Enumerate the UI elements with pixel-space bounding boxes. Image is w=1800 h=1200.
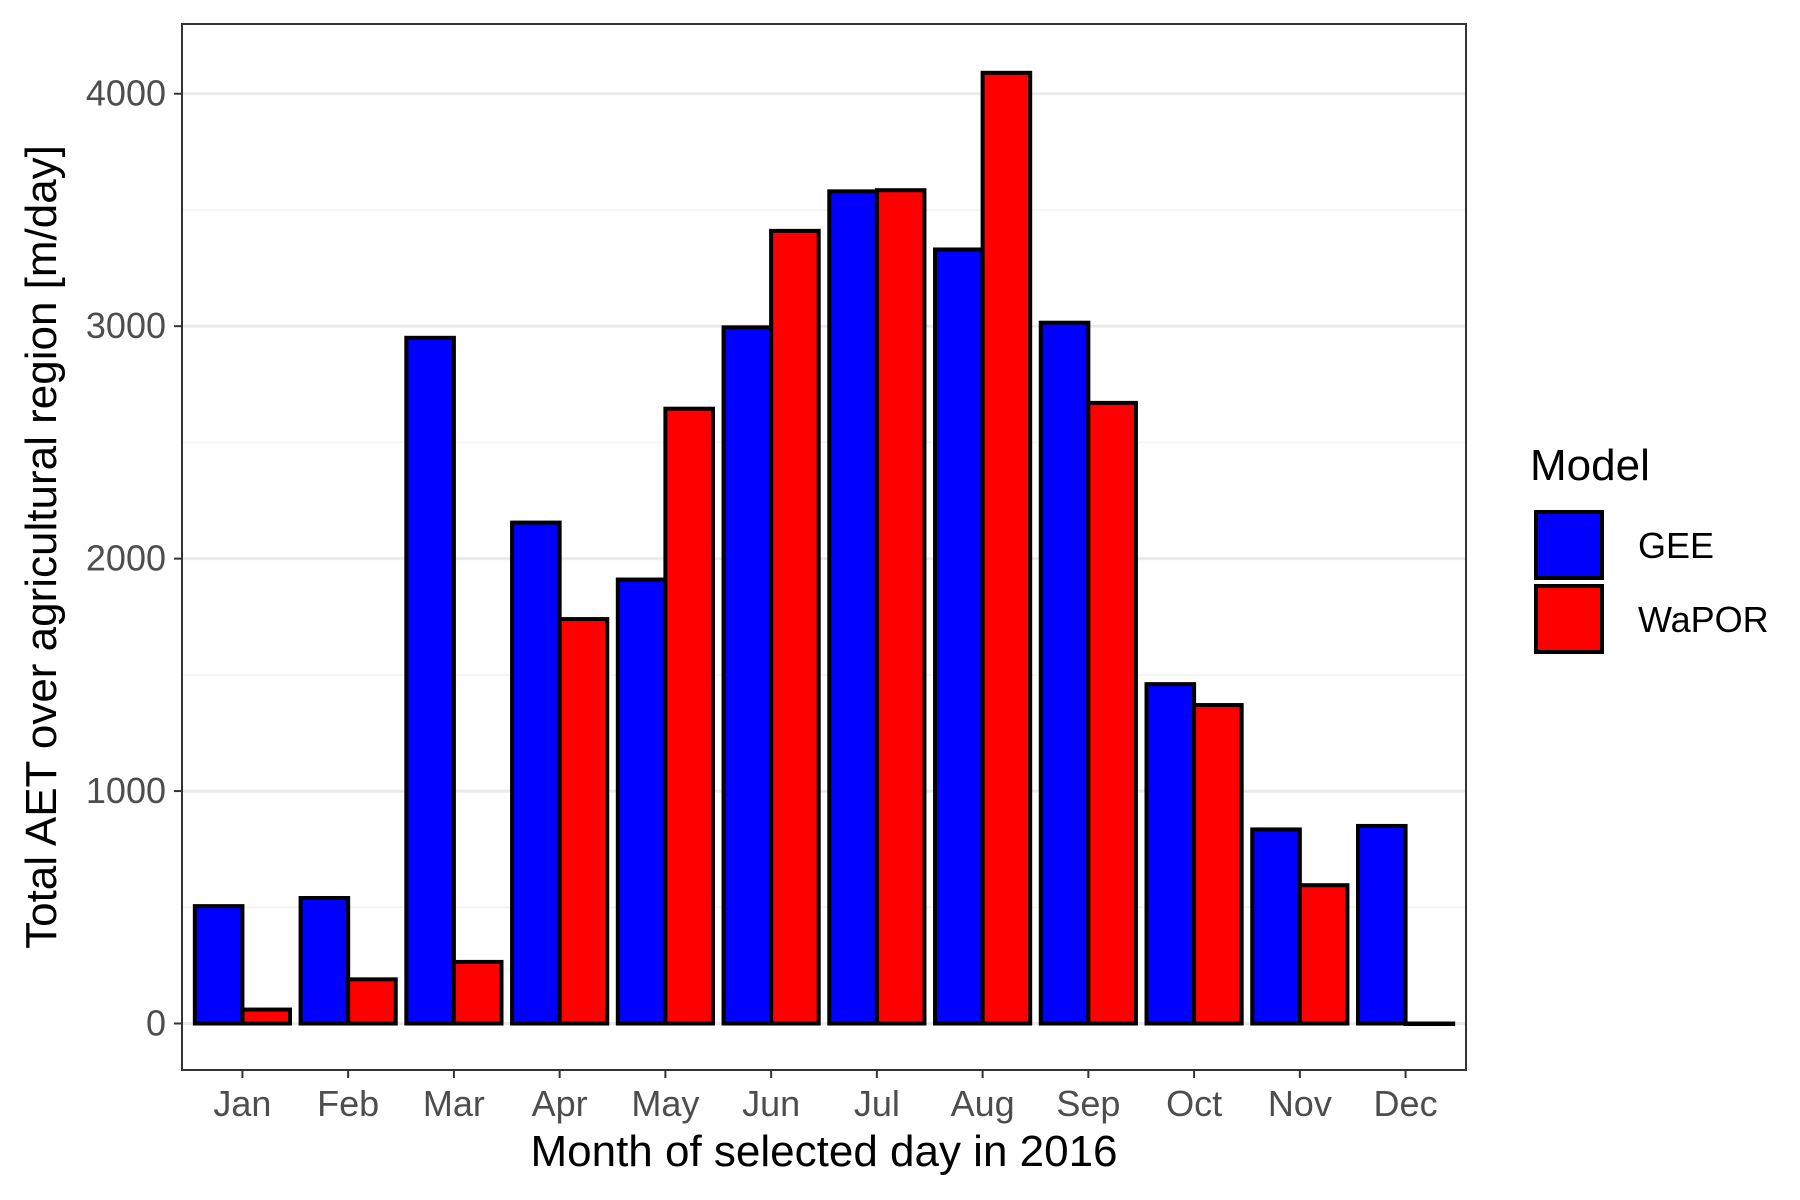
bar-wapor-dec <box>1403 1021 1456 1027</box>
bar-gee-dec <box>1355 823 1408 1026</box>
bar-wapor-jul <box>874 188 927 1026</box>
legend-title: Model <box>1530 441 1650 490</box>
bar-gee-may <box>615 577 668 1026</box>
x-tick-label: Aug <box>951 1083 1015 1124</box>
x-tick-label: May <box>631 1083 699 1124</box>
y-tick-label: 0 <box>146 1003 166 1044</box>
y-tick-label: 2000 <box>86 538 166 579</box>
y-tick-label: 1000 <box>86 770 166 811</box>
bar-wapor-mar <box>451 959 504 1026</box>
bar-gee-jul <box>827 189 879 1026</box>
legend-key-wapor <box>1534 584 1604 654</box>
bar-wapor-sep <box>1086 400 1138 1026</box>
x-tick-label: Dec <box>1374 1083 1438 1124</box>
legend: Model GEE WaPOR <box>1530 441 1769 654</box>
panel-border <box>181 23 1467 1071</box>
y-tick-label: 4000 <box>86 73 166 114</box>
bar-gee-apr <box>510 520 562 1026</box>
bar-gee-nov <box>1250 827 1302 1026</box>
legend-key-gee <box>1534 510 1604 580</box>
legend-label-gee: GEE <box>1638 525 1714 566</box>
bar-gee-aug <box>933 247 985 1026</box>
bar-wapor-nov <box>1297 883 1350 1026</box>
bar-gee-sep <box>1038 320 1091 1026</box>
x-tick-label: Nov <box>1268 1083 1332 1124</box>
bar-gee-mar <box>404 335 456 1026</box>
gridlines <box>182 92 1466 1026</box>
x-tick-label: Jan <box>213 1083 271 1124</box>
bar-wapor-feb <box>346 977 398 1026</box>
x-tick-label: Jun <box>742 1083 800 1124</box>
bar-wapor-apr <box>557 617 610 1026</box>
x-tick-label: Feb <box>317 1083 379 1124</box>
bar-gee-feb <box>298 895 351 1026</box>
bar-gee-oct <box>1144 682 1197 1026</box>
x-tick-label: Sep <box>1056 1083 1120 1124</box>
bar-wapor-oct <box>1192 703 1244 1026</box>
x-tick-label: Oct <box>1166 1083 1222 1124</box>
bar-wapor-aug <box>980 70 1033 1026</box>
x-tick-label: Apr <box>532 1083 588 1124</box>
bar-gee-jun <box>721 325 774 1026</box>
bar-wapor-jan <box>240 1007 293 1026</box>
x-axis-title: Month of selected day in 2016 <box>530 1127 1117 1176</box>
legend-label-wapor: WaPOR <box>1638 599 1769 640</box>
bar-wapor-may <box>663 406 715 1026</box>
y-tick-label: 3000 <box>86 305 166 346</box>
bars <box>192 70 1456 1027</box>
x-axis: Jan Feb Mar Apr May Jun Jul Aug Sep Oct Nov Dec <box>213 1070 1438 1124</box>
x-tick-label: Mar <box>423 1083 485 1124</box>
x-tick-label: Jul <box>854 1083 900 1124</box>
y-axis: 0 1000 2000 3000 4000 <box>86 73 182 1044</box>
bar-wapor-jun <box>769 228 821 1026</box>
y-axis-title: Total AET over agricultural region [m/da… <box>17 145 66 949</box>
bar-gee-jan <box>192 904 245 1026</box>
